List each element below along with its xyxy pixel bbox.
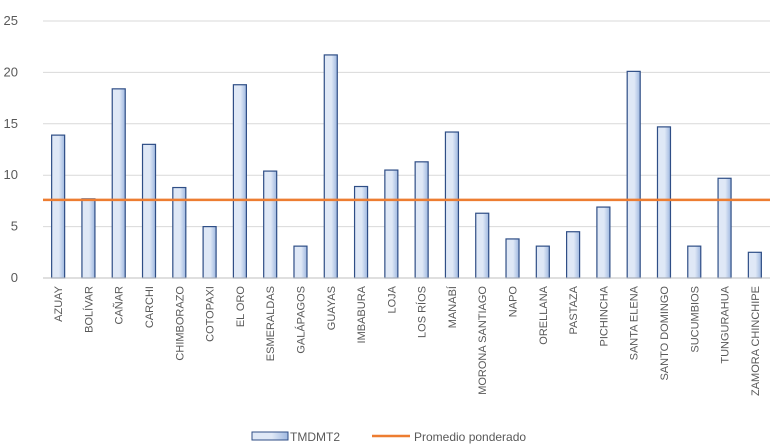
bar: [717, 177, 732, 279]
x-tick-label: PICHINCHA: [598, 285, 610, 346]
x-tick-label: PASTAZA: [568, 285, 580, 334]
bar: [444, 131, 460, 279]
y-tick-label: 5: [11, 219, 18, 234]
bar: [596, 206, 611, 279]
x-tick-label: GALÁPAGOS: [294, 286, 307, 354]
bar: [566, 231, 581, 279]
legend-label-line: Promedio ponderado: [414, 430, 526, 444]
bar: [81, 198, 96, 279]
x-tick-label: BOLÍVAR: [82, 286, 95, 333]
bar: [111, 88, 126, 279]
x-tick-label: IMBABURA: [356, 285, 368, 343]
y-tick-label: 10: [4, 167, 18, 182]
bar: [475, 212, 490, 279]
x-tick-label: SANTO DOMINGO: [659, 286, 671, 381]
bar: [505, 238, 520, 279]
bar: [293, 245, 308, 279]
x-tick-label: EL ORO: [235, 286, 247, 328]
x-tick-label: AZUAY: [53, 285, 65, 322]
x-tick-label: LOS RÍOS: [416, 286, 429, 338]
x-tick-label: CAÑAR: [113, 286, 126, 325]
y-tick-label: 0: [11, 270, 18, 285]
bar: [414, 161, 429, 279]
x-axis-ticks: AZUAY BOLÍVAR CAÑAR CARCHI CHIMBORAZO COTOPAX…: [53, 285, 762, 396]
y-tick-label: 15: [4, 116, 18, 131]
bars: [51, 54, 762, 279]
x-tick-label: TUNGURAHUA: [720, 285, 732, 363]
legend-swatch-bar: [251, 431, 289, 441]
bar: [141, 143, 157, 279]
bar: [656, 126, 672, 279]
x-tick-label: COTOPAXI: [205, 286, 217, 342]
y-tick-label: 25: [4, 13, 18, 28]
bar: [687, 245, 702, 279]
x-tick-label: ORELLANA: [538, 285, 550, 344]
x-tick-label: NAPO: [508, 286, 520, 318]
y-axis-ticks: 0 5 10 15 20 25: [4, 13, 18, 285]
x-tick-label: SANTA ELENA: [629, 285, 641, 360]
bar: [384, 169, 399, 279]
x-tick-label: ZAMORA CHINCHIPE: [750, 286, 762, 396]
x-tick-label: LOJA: [386, 285, 398, 313]
x-tick-label: MANABÍ: [446, 285, 459, 328]
x-tick-label: SUCUMBIOS: [689, 286, 701, 353]
legend: TMDMT2 Promedio ponderado: [251, 430, 526, 444]
gridlines: [43, 20, 770, 228]
x-tick-label: CHIMBORAZO: [174, 286, 186, 361]
x-tick-label: CARCHI: [144, 286, 156, 328]
x-tick-label: GUAYAS: [326, 286, 338, 330]
x-tick-label: ESMERALDAS: [265, 286, 277, 361]
legend-label-bar: TMDMT2: [290, 430, 340, 444]
bar: [747, 251, 762, 279]
bar: [626, 70, 641, 279]
bar: [232, 84, 247, 279]
bar: [535, 245, 550, 279]
x-tick-label: MORONA SANTIAGO: [477, 286, 489, 395]
bar: [263, 170, 278, 279]
bar: [323, 54, 338, 279]
bar: [51, 134, 66, 279]
y-tick-label: 20: [4, 64, 18, 79]
bar: [202, 226, 217, 279]
